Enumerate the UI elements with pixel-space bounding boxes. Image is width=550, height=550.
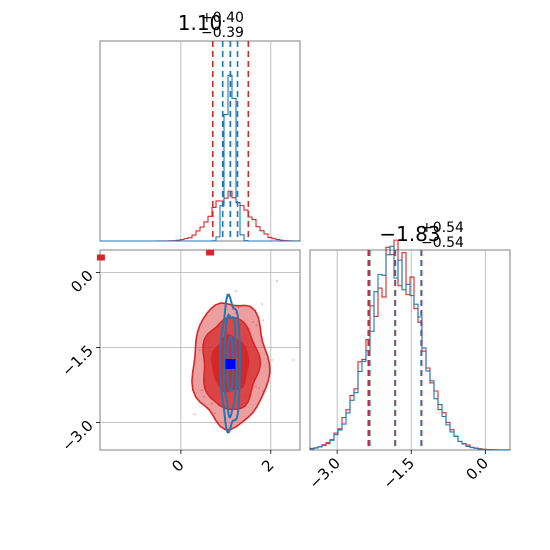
param-1-title: 1.10	[178, 11, 223, 35]
histogram-panel-param-1	[99, 40, 301, 242]
scatter-point	[275, 279, 278, 282]
scatter-point	[255, 324, 258, 327]
param-1-median: 1.10	[178, 11, 223, 35]
histogram-panel-param-2: −3.0 −1.5 0.0	[305, 239, 511, 493]
param-1-upper-error: +0.40	[201, 10, 244, 26]
x-tick-label: 0	[168, 456, 187, 475]
scatter-point	[234, 290, 237, 293]
outlier-point	[206, 249, 215, 256]
histogram-1-frame	[99, 40, 301, 242]
scatter-point	[261, 302, 264, 305]
param-2-upper-error: +0.54	[421, 220, 464, 236]
histogram-series-2	[100, 74, 300, 242]
x-tick-label: −3.0	[305, 454, 343, 492]
scatter-point	[198, 348, 201, 351]
histogram-2-frame	[309, 249, 511, 451]
param-2-lower-error: −0.54	[421, 235, 464, 251]
param-2-median: −1.83	[379, 222, 440, 246]
scatter-point	[213, 412, 216, 415]
y-tick-label: −1.5	[58, 342, 96, 380]
scatter-point	[262, 319, 265, 322]
outlier-point	[96, 254, 105, 261]
scatter-point	[257, 387, 260, 390]
best-fit-marker	[225, 359, 236, 369]
scatter-point	[202, 395, 205, 398]
x-tick-label: −1.5	[380, 454, 418, 492]
scatter-point	[200, 389, 203, 392]
histogram-series-1	[100, 190, 301, 242]
scatter-point	[210, 402, 213, 405]
x-tick-label: 0.0	[463, 454, 493, 484]
scatter-point	[291, 359, 294, 362]
scatter-point	[271, 358, 274, 361]
histogram-series-1	[309, 239, 511, 451]
param-2-title: −1.83	[379, 222, 440, 246]
contour-frame	[99, 249, 301, 451]
scatter-point	[252, 321, 255, 324]
y-tick-label: 0.0	[67, 267, 97, 297]
y-tick-label: −3.0	[58, 417, 96, 455]
scatter-point	[237, 306, 240, 309]
param-1-lower-error: −0.39	[201, 25, 244, 41]
contour-panel-param-1-vs-2: 0 2 0.0 −1.5 −3.0	[58, 249, 301, 476]
x-tick-label: 2	[258, 456, 277, 475]
contour-series-b-level-2	[222, 313, 238, 419]
histogram-series-2	[309, 245, 511, 451]
scatter-point	[193, 413, 196, 416]
scatter-point	[254, 385, 257, 388]
contour-series-b-level-1	[219, 293, 241, 434]
